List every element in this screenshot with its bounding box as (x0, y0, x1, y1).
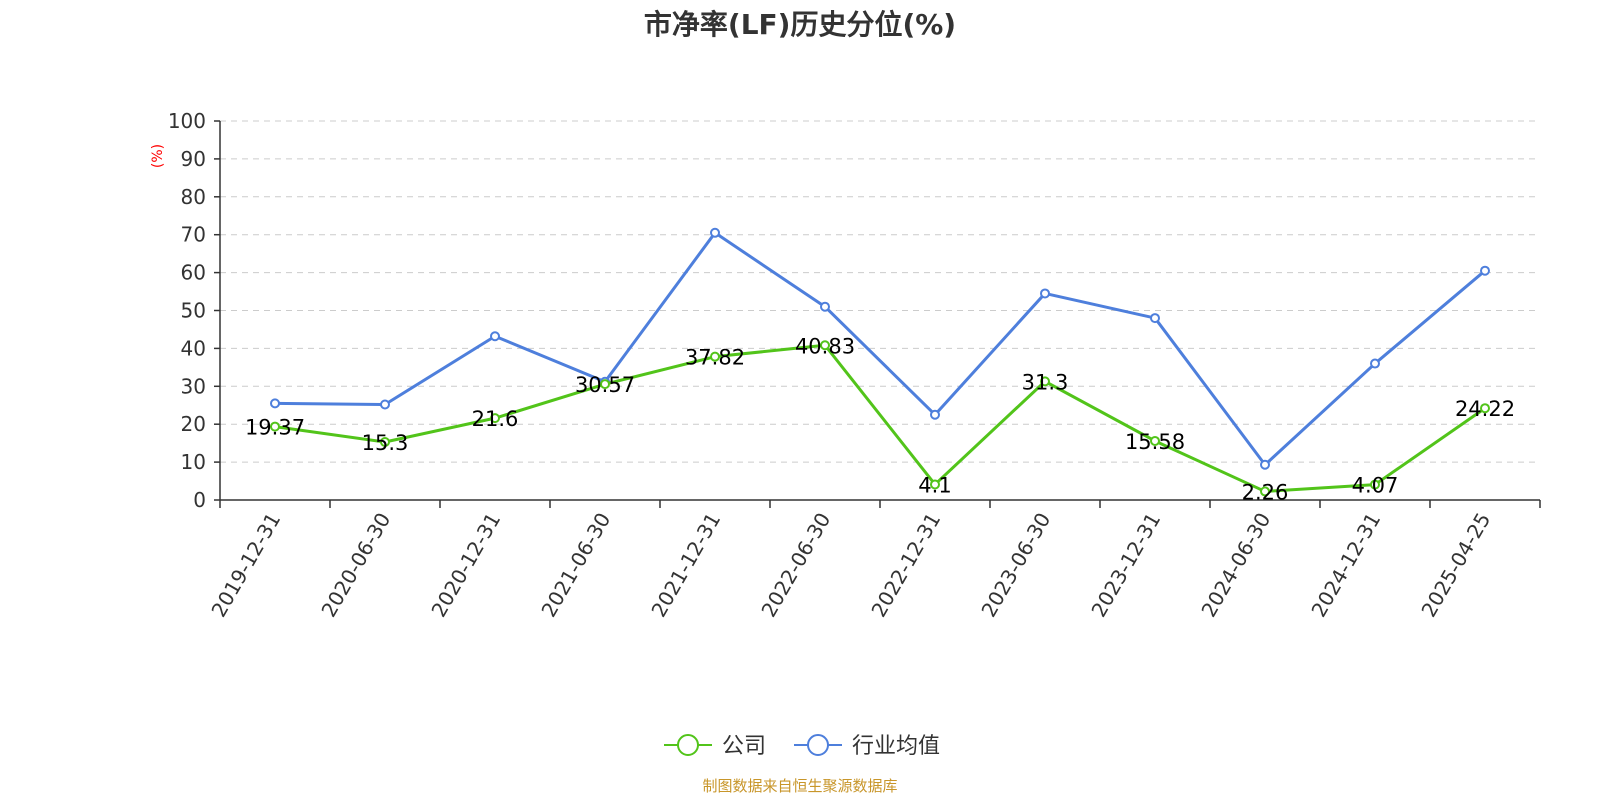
y-tick-label: 90 (181, 147, 206, 171)
data-point[interactable] (710, 227, 720, 238)
y-tick-label: 70 (181, 223, 206, 247)
y-axis-ticks: 0 10 20 30 40 50 60 70 80 90 100 (168, 109, 220, 512)
y-tick-label: 80 (181, 185, 206, 209)
data-point[interactable] (820, 301, 830, 312)
data-point[interactable] (710, 351, 720, 362)
data-point[interactable] (600, 379, 610, 390)
data-point[interactable] (270, 398, 280, 409)
legend-marker-company[interactable] (677, 734, 699, 756)
x-axis-ticks: 2019-12-31 2020-06-30 2020-12-31 2021-06-30… (206, 500, 1541, 622)
data-labels: 19.37 15.3 21.6 30.57 37.82 40.83 4.1 31.3 15.58… (245, 334, 1515, 504)
y-tick-label: 10 (181, 450, 206, 474)
x-tick-label: 2022-06-30 (756, 509, 835, 622)
grid-lines (220, 120, 1540, 463)
data-point[interactable] (1370, 358, 1380, 369)
data-point[interactable] (1480, 265, 1490, 276)
data-point[interactable] (1260, 459, 1270, 470)
data-point[interactable] (380, 437, 390, 448)
source-note: 制图数据来自恒生聚源数据库 (702, 777, 897, 795)
data-label: 40.83 (795, 334, 855, 358)
data-point[interactable] (1150, 313, 1160, 324)
x-tick-label: 2024-06-30 (1196, 509, 1275, 622)
data-label: 37.82 (685, 346, 745, 370)
data-label: 15.3 (362, 431, 409, 455)
chart-title: 市净率(LF)历史分位(%) (644, 8, 956, 41)
data-point[interactable] (820, 340, 830, 351)
x-tick-label: 2021-12-31 (646, 509, 725, 622)
legend-label-industry[interactable]: 行业均值 (852, 734, 940, 759)
data-label: 4.07 (1352, 474, 1399, 498)
x-tick-label: 2019-12-31 (206, 509, 285, 622)
data-point[interactable] (1150, 435, 1160, 446)
x-tick-label: 2023-12-31 (1086, 509, 1165, 622)
data-label: 19.37 (245, 416, 305, 440)
x-tick-label: 2020-06-30 (316, 509, 395, 622)
data-point[interactable] (1370, 479, 1380, 490)
data-label: 30.57 (575, 373, 635, 397)
data-label: 21.6 (472, 407, 519, 431)
legend: 公司 行业均值 (664, 734, 940, 759)
x-tick-label: 2025-04-25 (1416, 509, 1495, 622)
series-line (274, 231, 1486, 467)
y-tick-label: 20 (181, 412, 206, 436)
data-label: 2.26 (1242, 480, 1289, 504)
legend-marker-industry[interactable] (807, 734, 829, 756)
y-tick-label: 0 (193, 488, 206, 512)
legend-label-company[interactable]: 公司 (722, 734, 766, 759)
data-point[interactable] (1040, 288, 1050, 299)
data-label: 4.1 (918, 473, 951, 497)
data-point[interactable] (1260, 486, 1270, 497)
data-point[interactable] (490, 331, 500, 342)
x-tick-label: 2022-12-31 (866, 509, 945, 622)
data-label: 15.58 (1125, 430, 1185, 454)
data-point[interactable] (930, 479, 940, 490)
y-axis-unit: (%) (150, 144, 166, 168)
y-tick-label: 40 (181, 336, 206, 360)
data-point[interactable] (1040, 376, 1050, 387)
data-point[interactable] (270, 421, 280, 432)
data-label: 31.3 (1022, 370, 1069, 394)
data-point[interactable] (490, 413, 500, 424)
y-tick-label: 30 (181, 374, 206, 398)
x-tick-label: 2023-06-30 (976, 509, 1055, 622)
data-point[interactable] (1480, 403, 1490, 414)
series-0 (270, 340, 1490, 497)
y-tick-label: 50 (181, 299, 206, 323)
x-tick-label: 2024-12-31 (1306, 509, 1385, 622)
x-tick-label: 2021-06-30 (536, 509, 615, 622)
x-tick-label: 2020-12-31 (426, 509, 505, 622)
data-point[interactable] (380, 399, 390, 410)
y-tick-label: 60 (181, 261, 206, 285)
series-line (274, 343, 1486, 493)
data-point[interactable] (930, 409, 940, 420)
series-layer (270, 227, 1490, 497)
y-tick-label: 100 (168, 109, 206, 133)
data-label: 24.22 (1455, 397, 1515, 421)
